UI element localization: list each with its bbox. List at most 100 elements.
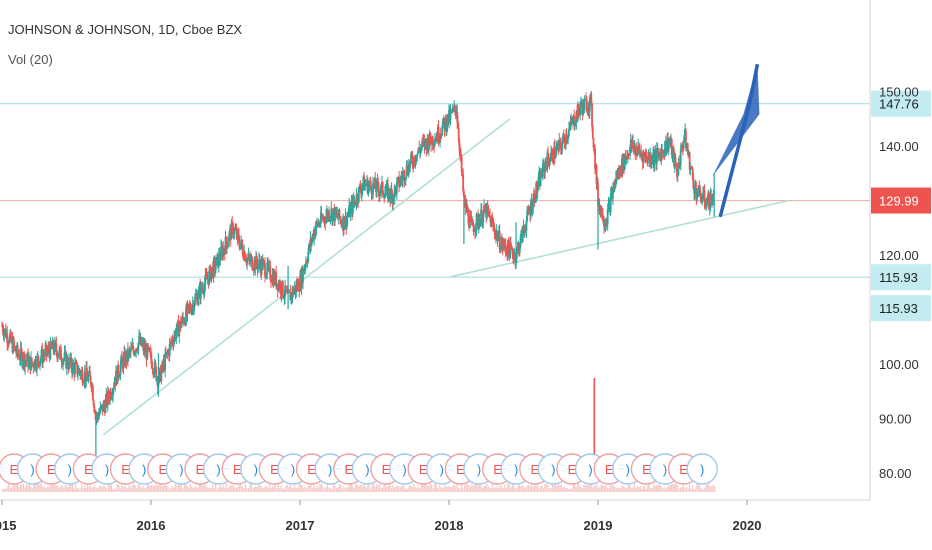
volume-bar bbox=[215, 484, 217, 492]
candle-body bbox=[463, 190, 465, 198]
candle-body bbox=[568, 126, 571, 129]
candle-body bbox=[32, 363, 35, 368]
volume-bar bbox=[508, 483, 510, 492]
candle-body bbox=[134, 352, 137, 354]
volume-bar bbox=[380, 488, 382, 492]
volume-bar bbox=[61, 485, 63, 492]
volume-bar bbox=[367, 486, 369, 492]
volume-bar bbox=[700, 488, 703, 492]
volume-bar bbox=[134, 484, 136, 492]
candle-body bbox=[133, 352, 136, 355]
candle-body bbox=[697, 185, 700, 197]
volume-indicator-legend[interactable]: Vol (20) bbox=[8, 52, 53, 67]
candle-body bbox=[628, 155, 631, 157]
earnings-marker-letter: ) bbox=[514, 462, 518, 477]
candle-body bbox=[413, 156, 416, 164]
candle-body bbox=[689, 165, 692, 170]
volume-bar bbox=[536, 483, 539, 492]
volume-bar bbox=[676, 485, 679, 492]
candle-body bbox=[562, 135, 564, 143]
candle-body bbox=[701, 198, 704, 200]
candle-body bbox=[470, 217, 473, 222]
candle-body bbox=[203, 283, 206, 294]
volume-bar bbox=[302, 488, 305, 492]
symbol-legend[interactable]: JOHNSON & JOHNSON, 1D, Cboe BZX bbox=[8, 22, 243, 37]
volume-bar bbox=[139, 484, 141, 492]
candle-body bbox=[579, 107, 582, 115]
earnings-marker-letter: ) bbox=[216, 462, 220, 477]
volume-bar bbox=[486, 483, 488, 492]
candle-body bbox=[27, 359, 30, 368]
volume-bar bbox=[675, 483, 677, 492]
candle-body bbox=[534, 201, 537, 203]
volume-bar bbox=[320, 483, 323, 492]
volume-bar bbox=[611, 485, 613, 492]
volume-bar bbox=[164, 485, 166, 492]
candle-body bbox=[3, 331, 6, 336]
volume-bar bbox=[279, 488, 281, 492]
earnings-marker-letter: E bbox=[158, 462, 167, 477]
volume-bar bbox=[149, 486, 151, 492]
volume-bar bbox=[612, 485, 615, 492]
candle-body bbox=[602, 219, 605, 223]
candle-body bbox=[468, 216, 471, 228]
volume-bar bbox=[334, 484, 336, 492]
candle-body bbox=[54, 341, 57, 344]
volume-bar bbox=[569, 488, 571, 492]
volume-bar bbox=[228, 485, 230, 492]
candle-body bbox=[230, 222, 233, 240]
volume-bar bbox=[329, 488, 331, 492]
volume-bar bbox=[544, 484, 546, 492]
volume-bar bbox=[654, 485, 656, 492]
candle-body bbox=[336, 212, 339, 218]
volume-bar bbox=[532, 486, 534, 492]
volume-bar bbox=[43, 486, 45, 492]
candle-body bbox=[588, 97, 591, 112]
volume-bar bbox=[438, 485, 440, 492]
volume-bar bbox=[234, 487, 236, 492]
volume-bar bbox=[304, 486, 306, 492]
volume-bar bbox=[547, 485, 549, 492]
candle-body bbox=[558, 139, 561, 150]
candle-body bbox=[708, 192, 710, 209]
volume-bar bbox=[240, 484, 242, 492]
candle-body bbox=[404, 179, 406, 182]
volume-bar bbox=[103, 484, 105, 492]
volume-bar bbox=[210, 487, 212, 492]
volume-bar bbox=[510, 487, 512, 492]
volume-bar bbox=[483, 485, 485, 492]
candle-body bbox=[462, 174, 465, 191]
volume-bar bbox=[72, 483, 74, 492]
candle-body bbox=[18, 355, 21, 360]
candle-body bbox=[566, 137, 569, 141]
volume-bar bbox=[218, 487, 220, 492]
price-level-label: 115.93 bbox=[879, 301, 918, 316]
candle-body bbox=[180, 322, 183, 328]
volume-bar bbox=[493, 487, 495, 492]
candle-body bbox=[246, 258, 249, 260]
volume-bar bbox=[89, 485, 92, 492]
candle-body bbox=[306, 261, 309, 263]
candle-body bbox=[359, 186, 362, 191]
volume-bar bbox=[426, 485, 428, 492]
candle-body bbox=[486, 204, 488, 218]
earnings-marker-letter: E bbox=[121, 462, 130, 477]
candle-body bbox=[521, 226, 524, 242]
volume-bar bbox=[665, 488, 667, 492]
candle-body bbox=[623, 155, 626, 169]
volume-bar bbox=[550, 487, 552, 492]
volume-bar bbox=[502, 487, 504, 492]
candle-body bbox=[647, 157, 649, 163]
candle-body bbox=[53, 341, 56, 353]
candle-body bbox=[404, 177, 407, 180]
candle-body bbox=[649, 154, 652, 164]
candle-body bbox=[519, 235, 522, 247]
candle-body bbox=[500, 243, 503, 251]
candle-body bbox=[19, 347, 22, 360]
volume-bar bbox=[246, 488, 248, 492]
volume-bar bbox=[647, 485, 649, 492]
volume-bar bbox=[253, 486, 256, 492]
volume-bar bbox=[291, 486, 293, 492]
volume-bar bbox=[355, 484, 357, 492]
